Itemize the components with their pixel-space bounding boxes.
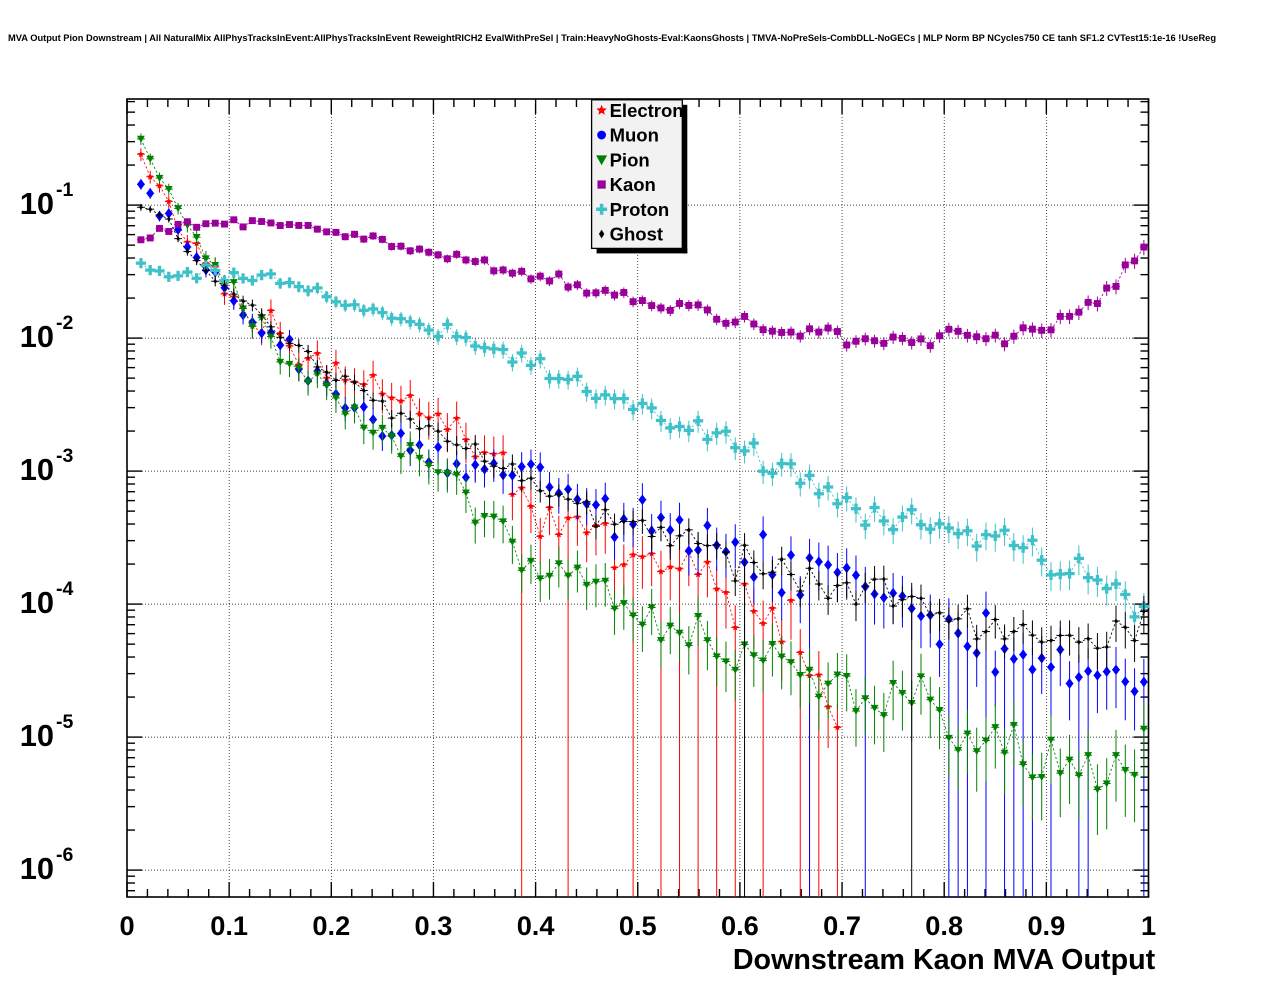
svg-text:0.3: 0.3 xyxy=(415,910,453,941)
svg-text:10: 10 xyxy=(20,718,54,753)
svg-text:0.5: 0.5 xyxy=(619,910,657,941)
svg-text:Proton: Proton xyxy=(610,199,670,220)
svg-text:0.4: 0.4 xyxy=(517,910,555,941)
svg-text:-4: -4 xyxy=(56,578,73,600)
svg-text:-2: -2 xyxy=(56,312,73,334)
svg-text:0: 0 xyxy=(119,910,134,941)
svg-text:10: 10 xyxy=(20,585,54,620)
svg-text:0.7: 0.7 xyxy=(823,910,861,941)
svg-text:Downstream Kaon MVA Output: Downstream Kaon MVA Output xyxy=(733,944,1156,976)
svg-text:Pion: Pion xyxy=(610,149,650,170)
svg-text:Kaon: Kaon xyxy=(610,174,656,195)
svg-text:10: 10 xyxy=(20,319,54,354)
svg-text:0.1: 0.1 xyxy=(210,910,248,941)
svg-text:Electron: Electron xyxy=(610,100,684,121)
svg-text:Muon: Muon xyxy=(610,125,659,146)
svg-text:0.2: 0.2 xyxy=(312,910,350,941)
svg-text:Ghost: Ghost xyxy=(610,224,663,245)
svg-text:0.6: 0.6 xyxy=(721,910,759,941)
svg-text:10: 10 xyxy=(20,851,54,886)
svg-text:-3: -3 xyxy=(56,445,73,467)
svg-text:-1: -1 xyxy=(56,179,73,201)
svg-text:-6: -6 xyxy=(56,844,73,866)
svg-text:0.8: 0.8 xyxy=(925,910,963,941)
svg-text:-5: -5 xyxy=(56,711,73,733)
svg-text:10: 10 xyxy=(20,452,54,487)
svg-text:1: 1 xyxy=(1141,910,1156,941)
svg-text:10: 10 xyxy=(20,186,54,221)
svg-text:0.9: 0.9 xyxy=(1027,910,1065,941)
